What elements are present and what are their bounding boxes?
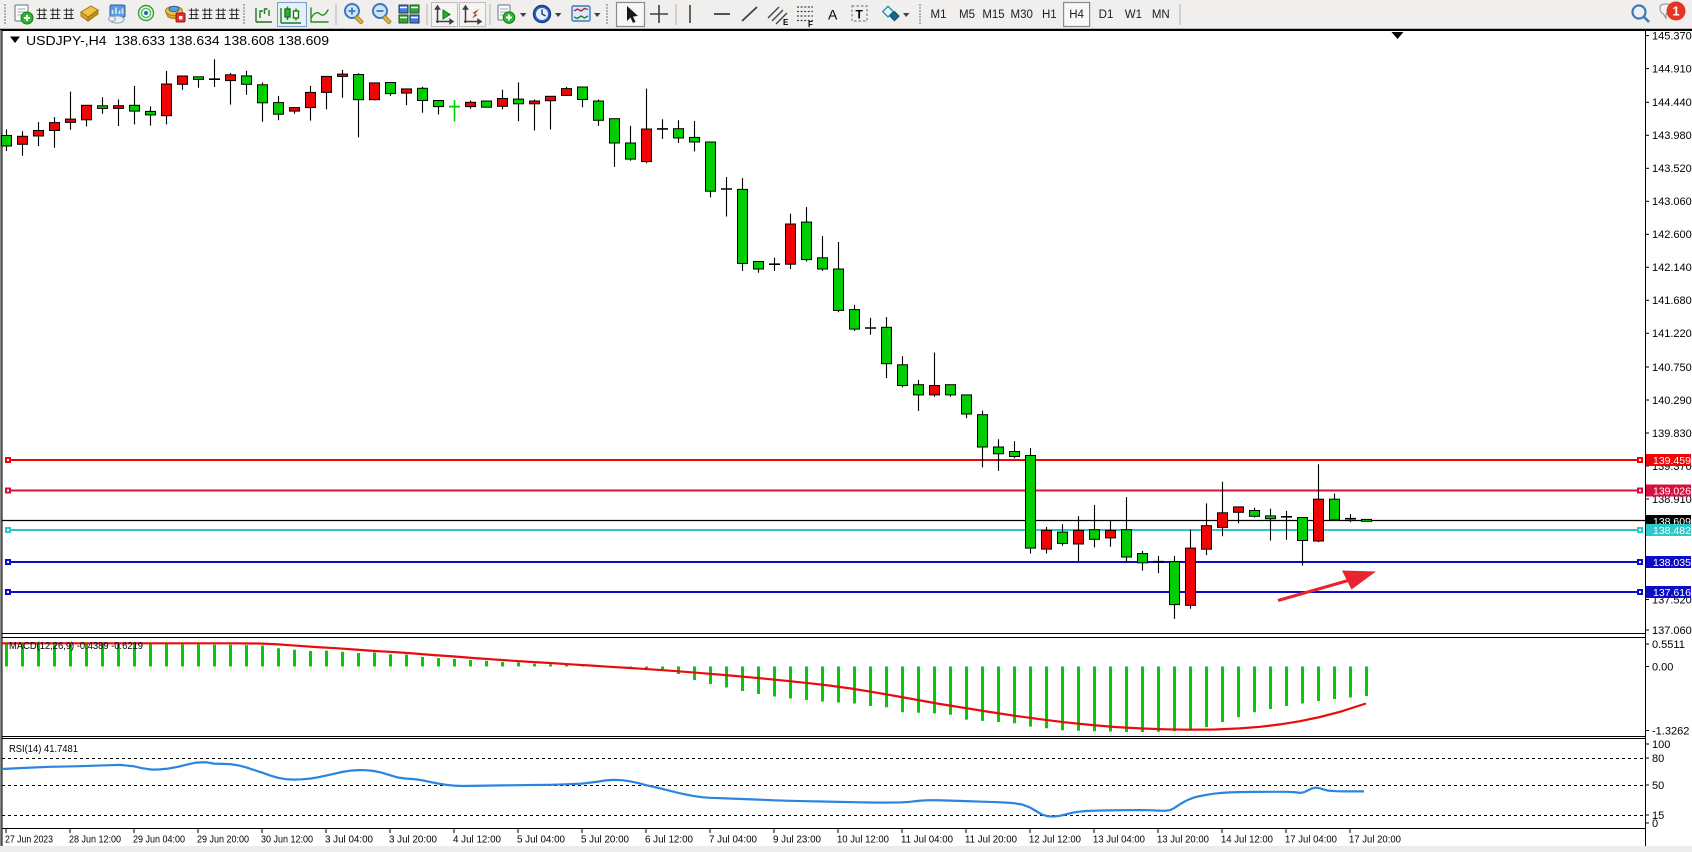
svg-text:11 Jul 04:00: 11 Jul 04:00 <box>901 834 953 846</box>
svg-text:141.680: 141.680 <box>1652 295 1692 307</box>
svg-text:141.220: 141.220 <box>1652 328 1692 340</box>
svg-text:E: E <box>783 18 789 27</box>
svg-text:140.750: 140.750 <box>1652 362 1692 374</box>
svg-text:50: 50 <box>1652 780 1664 792</box>
svg-text:MN: MN <box>1152 9 1170 21</box>
svg-text:139.459: 139.459 <box>1653 455 1691 467</box>
svg-text:F: F <box>808 20 813 29</box>
svg-text:7 Jul 04:00: 7 Jul 04:00 <box>709 834 757 846</box>
svg-text:14 Jul 12:00: 14 Jul 12:00 <box>1221 834 1273 846</box>
svg-text:143.520: 143.520 <box>1652 163 1692 175</box>
svg-text:138.910: 138.910 <box>1652 494 1692 506</box>
svg-text:4 Jul 12:00: 4 Jul 12:00 <box>453 834 501 846</box>
svg-text:9 Jul 23:00: 9 Jul 23:00 <box>773 834 821 846</box>
svg-text:11 Jul 20:00: 11 Jul 20:00 <box>965 834 1017 846</box>
svg-text:-1.3262: -1.3262 <box>1652 725 1689 737</box>
svg-text:M1: M1 <box>931 9 947 21</box>
svg-text:145.370: 145.370 <box>1652 30 1692 42</box>
svg-text:28 Jun 12:00: 28 Jun 12:00 <box>69 834 121 846</box>
svg-text:MACD(12,26,9) -0.4389 -0.6219: MACD(12,26,9) -0.4389 -0.6219 <box>9 640 143 652</box>
svg-text:12 Jul 12:00: 12 Jul 12:00 <box>1029 834 1081 846</box>
svg-text:5 Jul 20:00: 5 Jul 20:00 <box>581 834 629 846</box>
svg-text:A: A <box>828 7 838 23</box>
svg-text:30 Jun 12:00: 30 Jun 12:00 <box>261 834 313 846</box>
svg-text:15: 15 <box>1652 810 1664 822</box>
svg-text:17 Jul 20:00: 17 Jul 20:00 <box>1349 834 1401 846</box>
svg-text:144.910: 144.910 <box>1652 63 1692 75</box>
svg-text:29 Jun 04:00: 29 Jun 04:00 <box>133 834 185 846</box>
svg-text:137.616: 137.616 <box>1653 587 1691 599</box>
svg-text:142.140: 142.140 <box>1652 262 1692 274</box>
svg-text:144.440: 144.440 <box>1652 97 1692 109</box>
svg-text:143.980: 143.980 <box>1652 130 1692 142</box>
svg-text:17 Jul 04:00: 17 Jul 04:00 <box>1285 834 1337 846</box>
svg-text:M5: M5 <box>959 9 975 21</box>
svg-text:H4: H4 <box>1069 9 1084 21</box>
svg-text:13 Jul 20:00: 13 Jul 20:00 <box>1157 834 1209 846</box>
svg-text:W1: W1 <box>1125 9 1142 21</box>
svg-text:139.026: 139.026 <box>1653 485 1691 497</box>
svg-text:0.5511: 0.5511 <box>1652 639 1685 651</box>
svg-text:3 Jul 04:00: 3 Jul 04:00 <box>325 834 373 846</box>
svg-text:100: 100 <box>1652 739 1670 751</box>
svg-text:139.830: 139.830 <box>1652 428 1692 440</box>
svg-text:29 Jun 20:00: 29 Jun 20:00 <box>197 834 249 846</box>
svg-text:D1: D1 <box>1099 9 1114 21</box>
svg-text:140.290: 140.290 <box>1652 395 1692 407</box>
svg-text:RSI(14) 41.7481: RSI(14) 41.7481 <box>9 743 78 755</box>
svg-text:143.060: 143.060 <box>1652 196 1692 208</box>
svg-text:13 Jul 04:00: 13 Jul 04:00 <box>1093 834 1145 846</box>
svg-text:0: 0 <box>1652 818 1658 830</box>
svg-text:142.600: 142.600 <box>1652 229 1692 241</box>
svg-text:27 Jun 2023: 27 Jun 2023 <box>5 834 53 846</box>
svg-text:5 Jul 04:00: 5 Jul 04:00 <box>517 834 565 846</box>
svg-text:6 Jul 12:00: 6 Jul 12:00 <box>645 834 693 846</box>
svg-text:USDJPY-,H4 138.633 138.634 13: USDJPY-,H4 138.633 138.634 138.608 138.6… <box>26 33 329 48</box>
svg-text:M30: M30 <box>1011 9 1033 21</box>
svg-text:3 Jul 20:00: 3 Jul 20:00 <box>389 834 437 846</box>
svg-text:0.00: 0.00 <box>1652 661 1673 673</box>
svg-text:10 Jul 12:00: 10 Jul 12:00 <box>837 834 889 846</box>
svg-text:138.482: 138.482 <box>1653 525 1691 537</box>
svg-text:T: T <box>856 8 864 22</box>
svg-text:80: 80 <box>1652 753 1664 765</box>
svg-text:138.035: 138.035 <box>1653 557 1691 569</box>
svg-text:1: 1 <box>1672 4 1679 19</box>
svg-text:M15: M15 <box>982 9 1004 21</box>
svg-text:H1: H1 <box>1042 9 1057 21</box>
svg-text:137.060: 137.060 <box>1652 625 1692 637</box>
